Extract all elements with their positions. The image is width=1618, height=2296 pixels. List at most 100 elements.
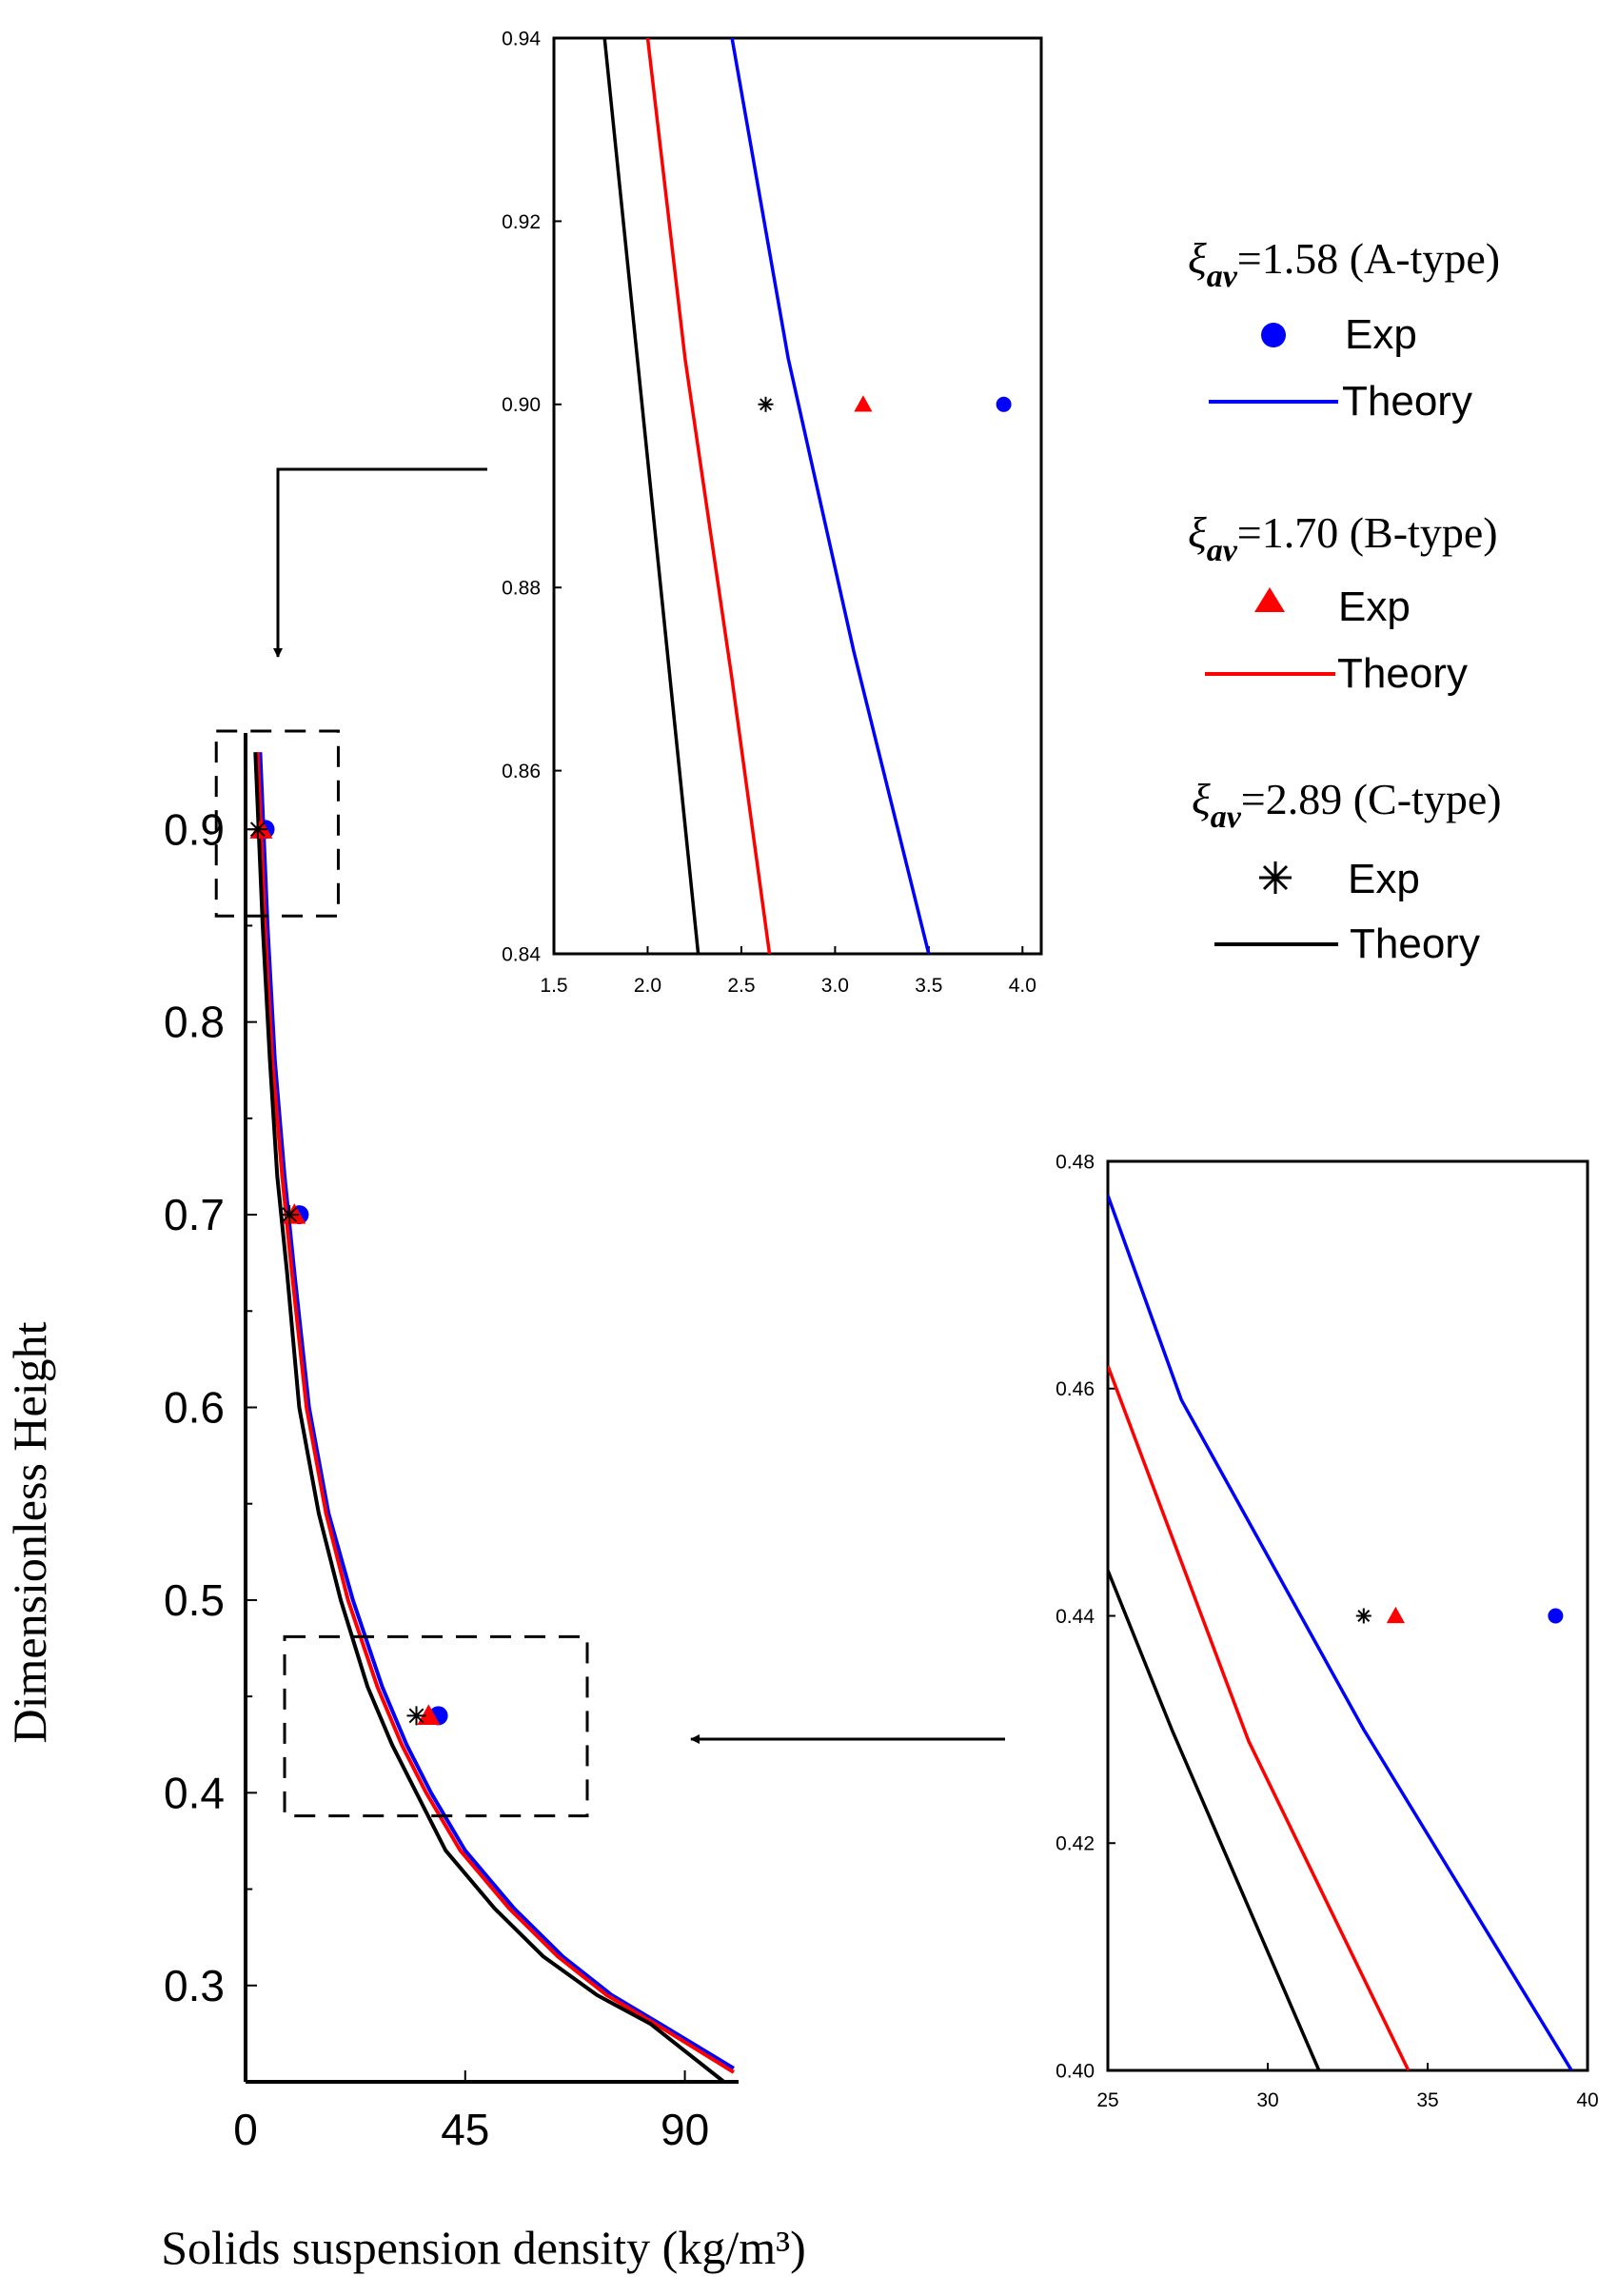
main-y-tick-label: 0.4 [164, 1768, 225, 1817]
main-point-c-type-exp [406, 1706, 426, 1726]
inset-bottom-y-tick-label: 0.46 [1056, 1378, 1095, 1400]
legend-a-theory-label: Theory [1342, 378, 1472, 425]
main-y-tick-label: 0.7 [164, 1190, 225, 1239]
inset-bottom-series-layer [1108, 1195, 1573, 2070]
inset-top-x-tick-label: 1.5 [540, 975, 567, 997]
legend-a-value: =1.58 (A-type) [1237, 234, 1500, 283]
legend-c-value: =2.89 (C-type) [1241, 775, 1502, 823]
legend-a-exp-label: Exp [1345, 311, 1417, 358]
inset-bottom-x-tick-label: 25 [1096, 2089, 1118, 2111]
inset-bottom-chart: 25 30 35 40 0.40 0.42 0.44 0.46 0.48 [1056, 1151, 1599, 2111]
legend-b-theory-label: Theory [1337, 650, 1468, 697]
main-x-tick-label: 45 [441, 2105, 489, 2154]
inset-bottom-markers-layer [1355, 1606, 1564, 1624]
main-y-tick-label: 0.6 [164, 1383, 225, 1433]
inset-bottom-y-tick-label: 0.42 [1056, 1833, 1095, 1855]
legend-a-symbol: ξ [1188, 234, 1207, 283]
main-y-tick-label: 0.3 [164, 1961, 225, 2010]
legend-c-exp-label: Exp [1348, 856, 1420, 902]
legend-b-exp-label: Exp [1338, 584, 1411, 630]
main-series-layer [253, 752, 735, 2082]
legend-a-exp-marker [1261, 323, 1286, 347]
legend-b-subscript: av [1207, 533, 1238, 568]
main-line-b-type-theory [255, 752, 735, 2074]
inset-bottom-point-c-type-exp [1355, 1608, 1371, 1624]
inset-top-series-clip [602, 38, 931, 954]
inset-top-point-c-type-exp [758, 396, 774, 412]
inset-top-x-tick-label: 2.5 [727, 975, 755, 997]
main-y-tick-label: 0.9 [164, 804, 225, 854]
legend-b-value: =1.70 (B-type) [1237, 508, 1498, 557]
legend-c-title: ξav=2.89 (C-type) [1192, 775, 1502, 835]
inset-top-y-tick-label: 0.84 [502, 943, 541, 965]
main-series-clip [253, 752, 735, 2082]
inset-top-x-tick-label: 3.5 [915, 975, 942, 997]
legend-group-c: ξav=2.89 (C-type) Exp Theory [1192, 775, 1502, 967]
legend-c-subscript: av [1211, 800, 1242, 835]
inset-bottom-y-tick-label: 0.44 [1056, 1606, 1095, 1628]
main-point-c-type-exp [280, 1205, 300, 1225]
inset-bottom-x-tick-label: 40 [1576, 2089, 1598, 2111]
main-line-a-type-theory [258, 752, 735, 2070]
legend: ξav=1.58 (A-type) Exp Theory ξav=1.70 (B… [1188, 234, 1502, 967]
inset-bottom-line-c-type-theory [1108, 1570, 1321, 2070]
inset-bottom-point-a-type-exp [1548, 1608, 1564, 1624]
inset-top-chart: 1.5 2.0 2.5 3.0 3.5 4.0 0.84 0.86 0.88 0.90 0.92 0.… [502, 28, 1043, 997]
main-x-tick-label: 0 [233, 2105, 258, 2154]
inset-top-line-c-type-theory [602, 38, 700, 954]
legend-c-symbol: ξ [1192, 775, 1211, 823]
main-point-b-type-exp [249, 818, 273, 839]
legend-group-b: ξav=1.70 (B-type) Exp Theory [1188, 508, 1498, 697]
main-x-tick-label: 90 [661, 2105, 709, 2154]
legend-b-symbol: ξ [1188, 508, 1207, 557]
inset-top-y-tick-label: 0.88 [502, 578, 541, 600]
lower-zoom-box [283, 1634, 589, 1818]
legend-b-title: ξav=1.70 (B-type) [1188, 508, 1498, 568]
inset-top-point-a-type-exp [996, 396, 1012, 412]
inset-bottom-line-a-type-theory [1108, 1195, 1573, 2070]
inset-top-line-b-type-theory [645, 38, 772, 954]
inset-bottom-axes-layer: 25 30 35 40 0.40 0.42 0.44 0.46 0.48 [1056, 1151, 1599, 2111]
main-zoom-boxes-layer [214, 729, 589, 1818]
inset-top-x-tick-label: 2.0 [634, 975, 661, 997]
inset-bottom-line-b-type-theory [1108, 1365, 1411, 2070]
main-chart: 0 45 90 0.3 0.4 0.5 0.6 0.7 0.8 0.9 Solids suspen… [3, 729, 806, 2274]
inset-top-y-tick-label: 0.92 [502, 211, 541, 233]
inset-bottom-x-tick-label: 35 [1416, 2089, 1438, 2111]
inset-top-y-tick-label: 0.94 [502, 28, 541, 49]
legend-c-exp-marker [1259, 861, 1292, 894]
legend-a-title: ξav=1.58 (A-type) [1188, 234, 1500, 294]
legend-a-subscript: av [1207, 259, 1238, 294]
main-axes-layer: 0 45 90 0.3 0.4 0.5 0.6 0.7 0.8 0.9 [164, 733, 739, 2154]
inset-bottom-x-tick-label: 30 [1256, 2089, 1278, 2111]
legend-group-a: ξav=1.58 (A-type) Exp Theory [1188, 234, 1500, 425]
inset-bottom-y-tick-label: 0.48 [1056, 1151, 1095, 1173]
connector-arrow-top [273, 467, 487, 658]
inset-top-point-b-type-exp [854, 395, 873, 412]
main-y-tick-label: 0.8 [164, 998, 225, 1047]
inset-bottom-point-b-type-exp [1386, 1606, 1405, 1624]
inset-top-y-tick-label: 0.90 [502, 394, 541, 416]
legend-b-exp-marker [1254, 587, 1285, 612]
inset-bottom-frame [1106, 1159, 1589, 2072]
main-y-tick-label: 0.5 [164, 1575, 225, 1625]
main-point-c-type-exp [247, 820, 267, 840]
main-x-axis-label: Solids suspension density (kg/m³) [161, 2221, 806, 2274]
main-y-axis-label: Dimensionless Height [3, 1321, 56, 1743]
main-markers-layer [247, 818, 448, 1726]
inset-top-markers-layer [758, 395, 1012, 412]
inset-top-axes-layer: 1.5 2.0 2.5 3.0 3.5 4.0 0.84 0.86 0.88 0.90 0.92 0.… [502, 28, 1043, 997]
inset-bottom-y-tick-label: 0.40 [1056, 2060, 1095, 2082]
inset-top-line-a-type-theory [730, 38, 931, 954]
inset-top-series-layer [602, 38, 931, 954]
inset-top-x-tick-label: 3.0 [821, 975, 849, 997]
inset-bottom-series-clip [1108, 1195, 1573, 2070]
inset-top-frame [552, 36, 1043, 956]
main-line-c-type-theory [253, 752, 725, 2082]
inset-top-y-tick-label: 0.86 [502, 761, 541, 782]
upper-zoom-box [214, 729, 340, 918]
inset-top-x-tick-label: 4.0 [1009, 975, 1036, 997]
main-point-b-type-exp [417, 1704, 441, 1725]
legend-c-theory-label: Theory [1350, 920, 1480, 967]
